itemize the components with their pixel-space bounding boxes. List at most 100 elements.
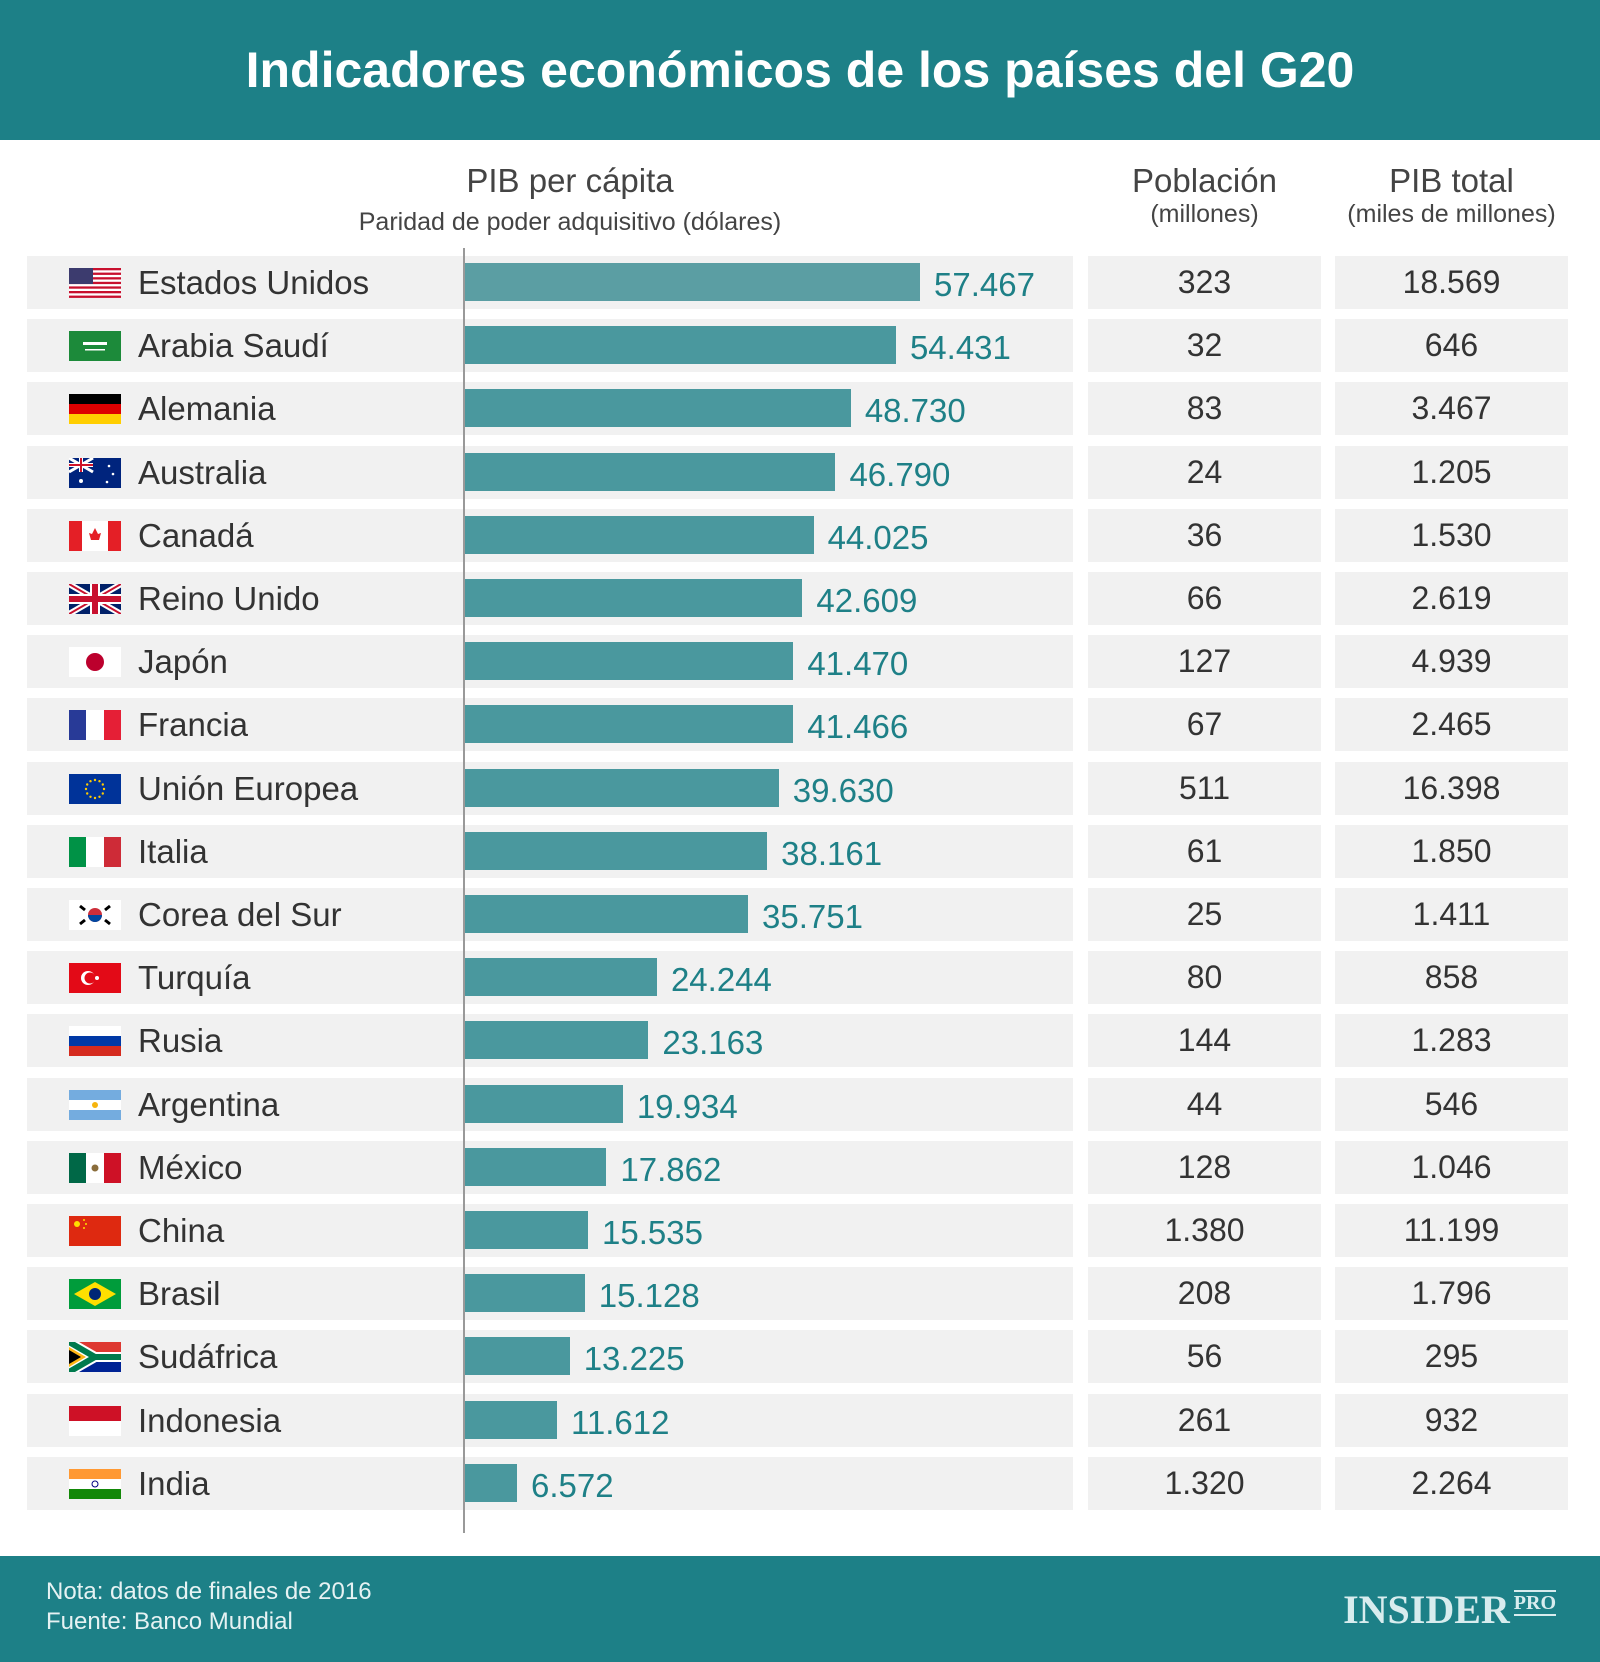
gdp-total-value: 11.199 xyxy=(1335,1204,1568,1257)
gdp-per-capita-bar xyxy=(465,1211,588,1249)
brazil-flag-icon xyxy=(69,1279,121,1310)
population-value: 323 xyxy=(1088,256,1321,309)
table-row: Reino Unido 42.609 66 2.619 xyxy=(0,572,1600,625)
gdp-per-capita-label: 48.730 xyxy=(864,392,966,430)
table-row: México 17.862 128 1.046 xyxy=(0,1140,1600,1194)
gdp-per-capita-label: 41.466 xyxy=(807,708,909,746)
table-row: Rusia 23.163 144 1.283 xyxy=(0,1014,1600,1068)
argentina-flag-icon xyxy=(69,1089,121,1120)
gdp-per-capita-bar xyxy=(465,579,803,617)
gdp-per-capita-bar xyxy=(465,1147,607,1186)
table-row: Australia 46.790 24 1.205 xyxy=(0,445,1600,499)
gdp-per-capita-label: 17.862 xyxy=(620,1150,722,1188)
gdp-total-value: 2.264 xyxy=(1335,1456,1568,1510)
country-name: Reino Unido xyxy=(138,580,320,617)
gdp-total-value: 1.411 xyxy=(1335,888,1568,941)
country-name: Alemania xyxy=(138,390,276,428)
gdp-per-capita-header: PIB per cápita Paridad de poder adquisit… xyxy=(300,162,840,237)
turkey-flag-icon xyxy=(69,963,121,994)
population-value: 511 xyxy=(1088,761,1321,815)
gdp-per-capita-label: 41.470 xyxy=(807,645,909,683)
gdp-per-capita-bar xyxy=(465,705,794,744)
canada-flag-icon xyxy=(69,520,121,551)
population-value: 208 xyxy=(1088,1267,1321,1321)
population-subtitle: (millones) xyxy=(1150,200,1259,228)
population-value: 24 xyxy=(1088,445,1321,499)
country-name: Corea del Sur xyxy=(138,896,342,933)
population-value: 80 xyxy=(1088,951,1321,1005)
country-name: Brasil xyxy=(138,1275,221,1313)
gdp-per-capita-bar xyxy=(465,1463,518,1502)
gdp-per-capita-label: 15.128 xyxy=(598,1277,700,1315)
table-row: Turquía 24.244 80 858 xyxy=(0,951,1600,1005)
gdp-per-capita-label: 54.431 xyxy=(909,329,1011,367)
uk-flag-icon xyxy=(69,584,121,614)
china-flag-icon xyxy=(69,1216,121,1246)
population-value: 36 xyxy=(1088,508,1321,562)
table-row: Estados Unidos 57.467 323 18.569 xyxy=(0,256,1600,309)
table-row: Alemania 48.730 83 3.467 xyxy=(0,382,1600,436)
population-value: 32 xyxy=(1088,319,1321,373)
population-value: 44 xyxy=(1088,1077,1321,1131)
population-title: Población xyxy=(1132,162,1277,199)
france-flag-icon xyxy=(69,710,121,741)
gdp-per-capita-label: 44.025 xyxy=(827,518,929,556)
population-value: 1.380 xyxy=(1088,1204,1321,1257)
russia-flag-icon xyxy=(69,1026,121,1057)
germany-flag-icon xyxy=(69,394,121,425)
population-value: 1.320 xyxy=(1088,1456,1321,1510)
gdp-total-value: 1.796 xyxy=(1335,1267,1568,1321)
gdp-total-title: PIB total xyxy=(1389,162,1514,199)
gdp-per-capita-label: 38.161 xyxy=(781,834,883,872)
table-row: India 6.572 1.320 2.264 xyxy=(0,1456,1600,1510)
country-name: Japón xyxy=(138,643,228,681)
gdp-per-capita-label: 35.751 xyxy=(762,898,863,935)
south-africa-flag-icon xyxy=(69,1342,121,1373)
south-korea-flag-icon xyxy=(69,900,121,930)
country-name: Australia xyxy=(138,453,267,491)
footer-note: Nota: datos de finales de 2016 xyxy=(46,1578,372,1605)
population-value: 128 xyxy=(1088,1140,1321,1194)
gdp-per-capita-bar xyxy=(465,1084,623,1123)
gdp-total-value: 1.046 xyxy=(1335,1140,1568,1194)
gdp-total-value: 2.465 xyxy=(1335,698,1568,752)
country-name: Estados Unidos xyxy=(138,264,370,301)
gdp-total-value: 3.467 xyxy=(1335,382,1568,436)
gdp-per-capita-bar xyxy=(465,895,749,933)
footer: Nota: datos de finales de 2016 Fuente: B… xyxy=(0,1556,1600,1662)
gdp-per-capita-label: 39.630 xyxy=(792,771,894,809)
gdp-total-value: 1.283 xyxy=(1335,1014,1568,1068)
australia-flag-icon xyxy=(69,457,121,488)
gdp-total-value: 546 xyxy=(1335,1077,1568,1131)
logo-text: INSIDER xyxy=(1343,1587,1510,1632)
gdp-total-value: 18.569 xyxy=(1335,256,1568,309)
country-name: China xyxy=(138,1212,225,1249)
country-name: Francia xyxy=(138,706,249,744)
italy-flag-icon xyxy=(69,836,121,867)
country-name: Argentina xyxy=(138,1085,280,1123)
table-row: Brasil 15.128 208 1.796 xyxy=(0,1267,1600,1321)
gdp-total-header: PIB total (miles de millones) xyxy=(1320,162,1583,229)
population-value: 127 xyxy=(1088,635,1321,689)
table-row: Sudáfrica 13.225 56 295 xyxy=(0,1330,1600,1384)
country-name: Arabia Saudí xyxy=(138,327,329,365)
country-name: México xyxy=(138,1148,243,1186)
gdp-per-capita-label: 42.609 xyxy=(816,582,918,619)
mexico-flag-icon xyxy=(69,1152,121,1183)
country-name: India xyxy=(138,1464,210,1502)
gdp-total-value: 1.530 xyxy=(1335,508,1568,562)
country-name: Italia xyxy=(138,832,208,870)
table-row: China 15.535 1.380 11.199 xyxy=(0,1204,1600,1257)
table-row: Unión Europea 39.630 511 16.398 xyxy=(0,761,1600,815)
gdp-total-value: 932 xyxy=(1335,1393,1568,1447)
table-row: Argentina 19.934 44 546 xyxy=(0,1077,1600,1131)
saudi-arabia-flag-icon xyxy=(69,331,121,362)
gdp-total-value: 1.205 xyxy=(1335,445,1568,499)
population-value: 83 xyxy=(1088,382,1321,436)
gdp-per-capita-bar xyxy=(465,1274,585,1313)
population-value: 144 xyxy=(1088,1014,1321,1068)
gdp-total-value: 646 xyxy=(1335,319,1568,373)
table-row: Indonesia 11.612 261 932 xyxy=(0,1393,1600,1447)
gdp-per-capita-bar xyxy=(465,515,814,554)
eu-flag-icon xyxy=(69,773,121,804)
